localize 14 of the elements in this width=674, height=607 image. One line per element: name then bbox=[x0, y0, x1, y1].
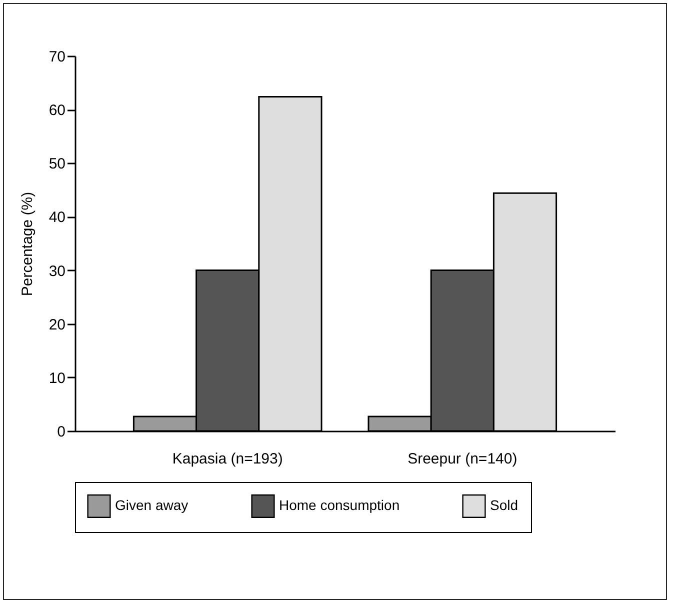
y-tick-label: 30 bbox=[48, 262, 66, 280]
y-tick-label: 50 bbox=[48, 156, 66, 173]
y-tick-label: 0 bbox=[57, 424, 66, 440]
y-tick-label: 40 bbox=[48, 209, 66, 226]
x-tick-label: Kapasia (n=193) bbox=[172, 450, 283, 468]
y-axis-title: Percentage (%) bbox=[18, 192, 36, 296]
y-tick-label: 10 bbox=[48, 370, 66, 387]
legend-label: Home consumption bbox=[279, 497, 400, 514]
legend-label: Sold bbox=[490, 497, 518, 514]
legend-label: Given away bbox=[115, 497, 188, 514]
y-tick-label: 70 bbox=[48, 48, 66, 66]
y-tick-label: 60 bbox=[48, 102, 66, 120]
y-tick-label: 20 bbox=[48, 316, 66, 334]
x-tick-label: Sreepur (n=140) bbox=[408, 450, 518, 468]
